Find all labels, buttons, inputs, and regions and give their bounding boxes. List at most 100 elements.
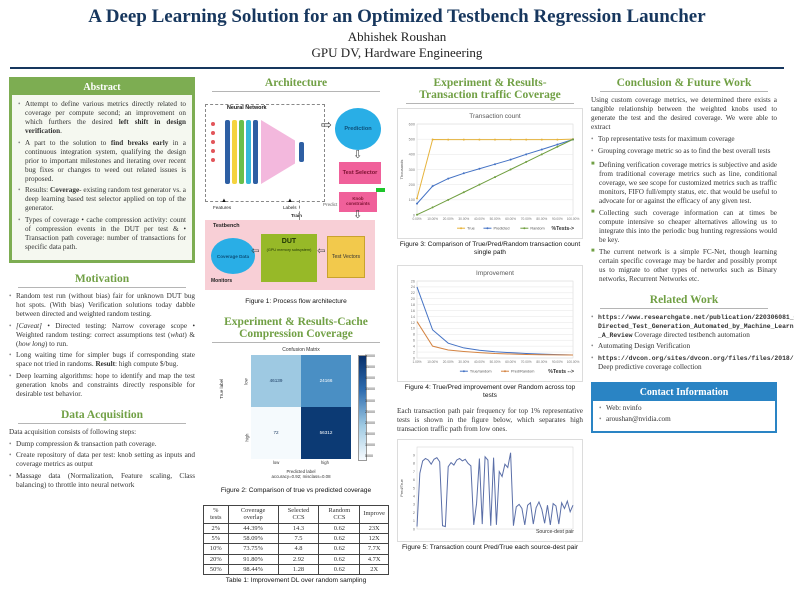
dut-to-coverage-arrow-icon: ⇦ <box>251 246 260 257</box>
coverage-data-node: Coverage Data <box>211 238 255 274</box>
confusion-matrix-ylabel: True label <box>219 378 224 399</box>
table-cell: 98.44% <box>227 563 279 576</box>
related-work-section: Related Work https://www.researchgate.ne… <box>591 294 794 372</box>
table-cell: 58.09% <box>227 532 279 545</box>
svg-text:400: 400 <box>409 153 415 157</box>
svg-text:Predicted: Predicted <box>493 227 509 231</box>
conclusion-intro: Using custom coverage metrics, we determ… <box>591 96 777 131</box>
section-rule <box>406 103 574 104</box>
test-vectors-box: Test Vectors <box>327 236 365 278</box>
conclusion-green-bullet: Collecting such coverage information can… <box>591 209 777 245</box>
table-cell: 2% <box>203 522 229 534</box>
train-dashed-line <box>299 200 300 220</box>
svg-text:Pred/True: Pred/True <box>399 478 404 496</box>
table-row: 50% 98.44% 1.28 0.62 2X <box>203 563 389 576</box>
svg-text:True/random: True/random <box>470 369 492 373</box>
cache-coverage-heading: Experiment & Results-Cache Compression C… <box>224 315 368 340</box>
related-work-item: https://dvcon.org/sites/dvcon.org/files/… <box>591 354 794 372</box>
transaction-paragraph: Each transaction path pair frequency for… <box>397 406 583 433</box>
cm-xlabel-text: Predicted label <box>286 468 316 474</box>
related-work-item: https://www.researchgate.net/publication… <box>591 313 794 340</box>
prediction-node: Prediction <box>335 108 381 150</box>
svg-text:Pred/Random: Pred/Random <box>511 369 534 373</box>
table-cell: 0.62 <box>318 553 361 565</box>
table-cell: 12X <box>359 532 389 545</box>
table1-section: % tests Coverage overlap Selected CCS Ra… <box>203 504 389 585</box>
abstract-item: Types of coverage • cache compression ac… <box>18 216 186 252</box>
svg-text:6: 6 <box>413 478 415 482</box>
svg-text:4: 4 <box>413 344 415 348</box>
motivation-section: Motivation Random test run (without bias… <box>9 273 195 399</box>
architecture-diagram: Neural Network ▲ Features ▲ Labels Pr <box>203 96 385 296</box>
predict-block-arrow-icon: ⇨ <box>321 118 332 133</box>
table-cell: 0.62 <box>318 543 361 555</box>
svg-text:70.00%: 70.00% <box>521 217 532 221</box>
svg-text:22: 22 <box>411 291 415 295</box>
cm-cell-tr: 24166 <box>301 354 351 407</box>
figure5-caption: Figure 5: Transaction count Pred/True ea… <box>401 543 579 551</box>
architecture-heading: Architecture <box>264 77 328 89</box>
section-rule <box>18 287 186 288</box>
xtick-high: high <box>321 459 329 465</box>
abstract-heading: Abstract <box>12 80 192 95</box>
knob-constraints-box: Knob constraints <box>339 192 377 212</box>
column-1: Abstract Attempt to define various metri… <box>9 77 195 500</box>
abstract-box: Abstract Attempt to define various metri… <box>9 77 195 263</box>
column-4: Conclusion & Future Work Using custom co… <box>591 77 794 443</box>
svg-text:0: 0 <box>413 356 415 360</box>
svg-text:Improvement: Improvement <box>476 270 514 277</box>
svg-text:8: 8 <box>413 332 415 336</box>
table-header: Selected CCS <box>277 504 320 524</box>
colorbar-ticks: 50000 45000 40000 35000 30000 25000 20000 15000… <box>365 353 375 459</box>
svg-text:60.00%: 60.00% <box>505 360 516 364</box>
table-cell: 73.75% <box>227 543 279 555</box>
motivation-item: Long waiting time for simpler bugs if co… <box>9 351 195 369</box>
svg-text:20.00%: 20.00% <box>443 360 454 364</box>
motivation-item: [Caveat] • Directed testing: Narrow cove… <box>9 322 195 349</box>
related-work-item: Automating Design Verification <box>591 342 777 351</box>
svg-text:50.00%: 50.00% <box>490 217 501 221</box>
data-acquisition-item: Dump compression & transaction path cove… <box>9 440 195 449</box>
transaction-coverage-heading: Experiment & Results-Transaction traffic… <box>419 77 561 101</box>
svg-text:12: 12 <box>411 321 415 325</box>
table-cell: 4.7X <box>359 553 389 565</box>
svg-text:40.00%: 40.00% <box>474 360 485 364</box>
svg-text:2: 2 <box>413 511 415 515</box>
figure4-caption: Figure 4: True/Pred improvement over Ran… <box>404 383 576 399</box>
abstract-item: Attempt to define various metrics direct… <box>18 100 186 136</box>
pred-true-pair-chart: 0 1 2 3 4 5 6 7 8 9 Pred/True Source-dest pair <box>399 446 574 535</box>
svg-text:100: 100 <box>409 198 415 202</box>
predict-label: Predict <box>323 202 338 207</box>
column-3: Experiment & Results-Transaction traffic… <box>397 77 583 562</box>
motivation-item: Random test run (without bias) fair for … <box>9 292 195 319</box>
abstract-item: A part to the solution to find breaks ea… <box>18 139 186 184</box>
section-rule <box>600 91 768 92</box>
svg-text:20.00%: 20.00% <box>443 217 454 221</box>
table-cell: 23X <box>359 522 389 534</box>
conclusion-section: Conclusion & Future Work Using custom co… <box>591 77 777 284</box>
table-cell: 2X <box>359 563 389 576</box>
table-cell: 0.62 <box>318 532 361 545</box>
svg-text:18: 18 <box>411 303 415 307</box>
xtick-low: low <box>273 459 280 465</box>
column-2: Architecture Neural Network ▲ <box>203 77 389 595</box>
related-work-list: https://www.researchgate.net/publication… <box>591 313 794 372</box>
train-label: Train <box>291 213 302 218</box>
data-acquisition-item: Create repository of data per test: knob… <box>9 451 195 469</box>
vectors-to-dut-arrow-icon: ⇦ <box>317 246 326 257</box>
svg-text:60.00%: 60.00% <box>505 217 516 221</box>
abstract-list: Attempt to define various metrics direct… <box>18 100 186 252</box>
confusion-matrix-grid: 46139 24166 72 56312 <box>251 354 351 459</box>
svg-text:100.00%: 100.00% <box>567 217 580 221</box>
svg-text:5: 5 <box>413 486 415 490</box>
svg-text:30.00%: 30.00% <box>458 217 469 221</box>
figure2-caption: Figure 2: Comparison of true vs predicte… <box>220 486 372 494</box>
svg-text:0: 0 <box>413 213 415 217</box>
svg-text:2: 2 <box>413 350 415 354</box>
nn-layer-bar <box>225 120 230 184</box>
dut-box: DUT (GPU memory subsystem) <box>261 234 317 282</box>
input-nodes <box>211 122 215 162</box>
confusion-matrix-figure: Confusion Matrix True label low high 461… <box>217 347 375 485</box>
cache-coverage-section: Experiment & Results-Cache Compression C… <box>203 316 389 495</box>
table-cell: 44.39% <box>227 522 279 534</box>
